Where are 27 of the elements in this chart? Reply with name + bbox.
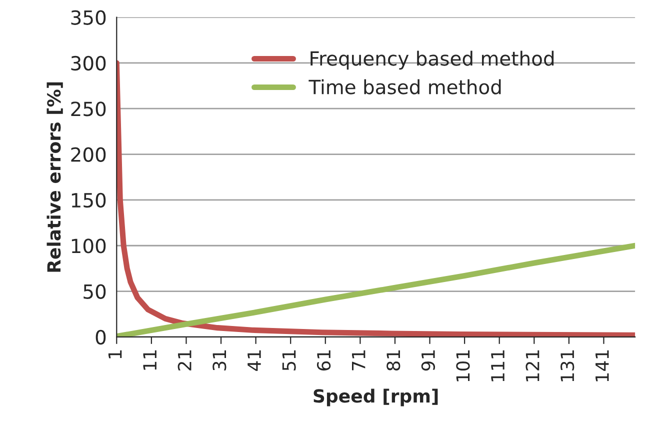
legend-label: Frequency based method bbox=[310, 50, 554, 70]
y-tick-label: 0 bbox=[96, 330, 106, 345]
y-tick-label: 300 bbox=[71, 56, 106, 71]
x-tick-label: 71 bbox=[352, 350, 366, 370]
x-tick-label: 51 bbox=[282, 350, 296, 370]
y-tick-label: 100 bbox=[72, 238, 106, 254]
y-axis-title: Relative errors [%] bbox=[46, 82, 63, 272]
x-tick-label: 111 bbox=[491, 350, 504, 382]
y-tick-label: 50 bbox=[84, 284, 106, 299]
x-tick-label: 61 bbox=[316, 350, 331, 370]
x-tick-label: 141 bbox=[596, 350, 609, 382]
x-tick-label: 131 bbox=[560, 350, 574, 382]
legend-label: Time based method bbox=[308, 79, 501, 94]
x-tick-label: 101 bbox=[456, 350, 470, 382]
x-tick-label: 21 bbox=[178, 350, 192, 370]
y-tick-label: 350 bbox=[71, 10, 106, 25]
x-tick-label: 41 bbox=[248, 350, 261, 371]
y-tick-label: 250 bbox=[71, 102, 106, 116]
x-axis-title: Speed [rpm] bbox=[314, 388, 438, 406]
x-tick-label: 1 bbox=[108, 350, 122, 358]
x-tick-label: 11 bbox=[143, 350, 156, 370]
x-tick-label: 31 bbox=[212, 350, 226, 370]
x-tick-label: 121 bbox=[526, 350, 540, 382]
y-tick-label: 150 bbox=[72, 192, 106, 208]
y-tick-label: 200 bbox=[71, 147, 106, 162]
x-tick-label: 91 bbox=[421, 350, 436, 371]
x-tick-label: 81 bbox=[386, 350, 400, 371]
